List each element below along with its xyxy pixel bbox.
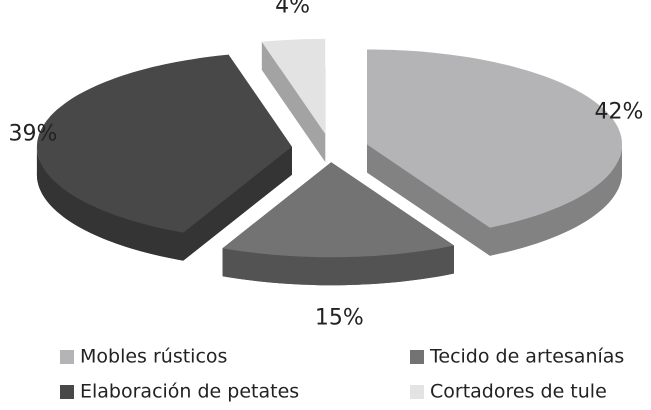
legend-label: Cortadores de tule bbox=[430, 381, 607, 403]
legend-label: Mobles rústicos bbox=[80, 346, 227, 368]
slice-side bbox=[489, 144, 622, 256]
slice-wall bbox=[261, 41, 326, 162]
data-label: 39% bbox=[9, 122, 58, 147]
slice bbox=[261, 38, 326, 162]
slice bbox=[222, 162, 454, 286]
slice-side bbox=[36, 146, 184, 261]
legend-label: Tecido de artesanías bbox=[429, 346, 624, 368]
slice-top bbox=[367, 49, 622, 228]
legend-label: Elaboración de petates bbox=[80, 381, 299, 403]
legend-swatch bbox=[60, 350, 74, 364]
legend-swatch bbox=[410, 350, 424, 364]
slice-wall bbox=[183, 146, 292, 261]
slice-top bbox=[36, 54, 292, 233]
slice-top bbox=[261, 38, 326, 134]
legend-swatch bbox=[410, 385, 424, 399]
slice-side bbox=[222, 245, 454, 286]
slice bbox=[367, 49, 622, 256]
data-label: 42% bbox=[595, 100, 644, 125]
slice-wall bbox=[367, 144, 490, 256]
data-label: 4% bbox=[275, 0, 310, 19]
data-label: 15% bbox=[315, 305, 364, 330]
slice bbox=[36, 54, 292, 261]
slice-top bbox=[222, 162, 454, 258]
legend-swatch bbox=[60, 385, 74, 399]
